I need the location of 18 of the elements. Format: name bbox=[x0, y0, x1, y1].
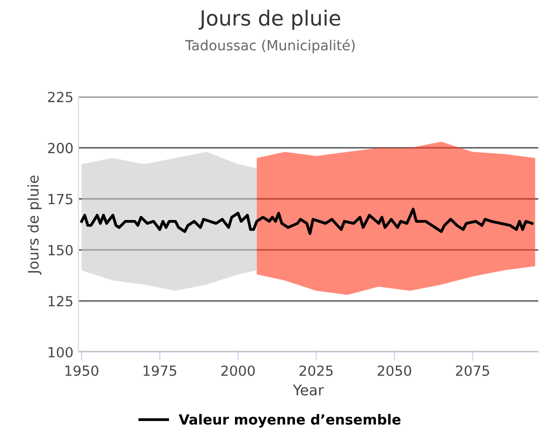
x-tick-label: 1975 bbox=[144, 365, 176, 376]
y-tick-label: 200 bbox=[48, 142, 73, 154]
x-tick-label: 1950 bbox=[65, 365, 98, 376]
y-tick-label: 150 bbox=[48, 244, 73, 256]
y-tick-label: 175 bbox=[48, 194, 72, 204]
line-series bbox=[80, 208, 534, 235]
y-tick-label: 100 bbox=[48, 346, 73, 358]
x-tick-label: 2075 bbox=[456, 365, 490, 376]
x-tick-label: 2025 bbox=[300, 365, 333, 376]
x-tick-label: 2050 bbox=[378, 365, 412, 376]
x-tick-label: 2000 bbox=[221, 365, 255, 376]
chart-title: Jours de pluie bbox=[198, 10, 340, 30]
y-tick-label: 225 bbox=[48, 92, 72, 102]
x-axis-title: Year bbox=[292, 384, 324, 396]
y-tick-label: 125 bbox=[48, 296, 72, 306]
y-axis-title: Jours de pluie bbox=[27, 176, 42, 275]
legend-label: Valeur moyenne d’ensemble bbox=[178, 414, 400, 428]
chart-subtitle: Tadoussac (Municipalité) bbox=[185, 39, 355, 54]
